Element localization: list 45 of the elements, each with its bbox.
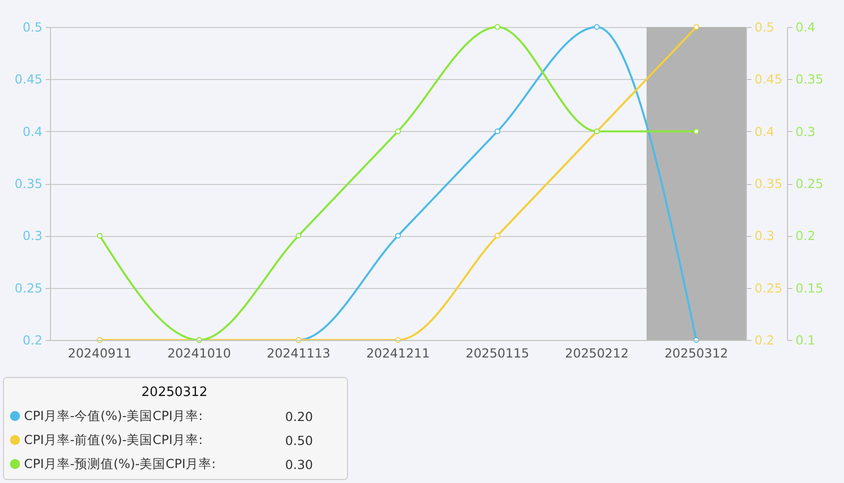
legend-label: CPI月率-预测值(%)-美国CPI月率: — [24, 456, 217, 472]
y3-tick-label: 0.15 — [796, 280, 824, 296]
y2-tick-label: 0.35 — [754, 176, 782, 191]
y3-tick-label: 0.3 — [796, 124, 816, 139]
point — [296, 232, 302, 239]
y-tick-label: 0.25 — [14, 280, 42, 296]
y-tick-label: 0.5 — [22, 20, 42, 34]
y-tick-label: 0.2 — [22, 332, 42, 348]
y-tick-label: 0.3 — [22, 228, 42, 244]
y2-tick-label: 0.45 — [754, 72, 782, 87]
x-tick-label: 20241113 — [266, 346, 330, 360]
x-tick-label: 20241211 — [366, 346, 430, 360]
point — [395, 232, 401, 239]
point — [395, 128, 401, 134]
y2-tick-label: 0.3 — [754, 228, 774, 244]
y3-tick-label: 0.4 — [796, 20, 816, 34]
x-tick-label: 20250312 — [664, 346, 728, 360]
point — [693, 24, 700, 30]
point — [494, 232, 500, 239]
y2-tick-label: 0.5 — [754, 20, 774, 34]
text: 0.50 — [284, 432, 313, 448]
y2-tick-label: 0.25 — [754, 280, 782, 296]
point — [594, 24, 600, 30]
point — [693, 128, 700, 134]
x-tick-label: 20250212 — [565, 346, 629, 360]
y-tick-label: 0.4 — [22, 124, 43, 139]
x-tick-label: 20241010 — [167, 346, 231, 360]
point — [494, 24, 500, 30]
y3-tick-label: 0.25 — [796, 176, 824, 191]
text: 0.30 — [284, 456, 313, 472]
y-tick-label: 0.45 — [14, 72, 42, 87]
legend-label: CPI月率-前值(%)-美国CPI月率: — [24, 432, 204, 448]
y3-tick-label: 0.2 — [796, 228, 816, 244]
text: 0.20 — [284, 408, 313, 424]
legend-label: CPI月率-今值(%)-美国CPI月率: — [24, 408, 204, 424]
y2-tick-label: 0.4 — [754, 124, 774, 139]
x-tick-label: 20250115 — [466, 346, 530, 360]
x-tick-label: 20240911 — [68, 346, 132, 360]
y-tick-label: 0.35 — [14, 176, 42, 191]
y3-tick-label: 0.1 — [796, 332, 816, 348]
y3-tick-label: 0.35 — [796, 72, 824, 87]
point — [494, 128, 500, 134]
point — [96, 232, 103, 239]
legend-title: 20250312 — [140, 384, 209, 402]
y2-tick-label: 0.2 — [754, 332, 774, 348]
